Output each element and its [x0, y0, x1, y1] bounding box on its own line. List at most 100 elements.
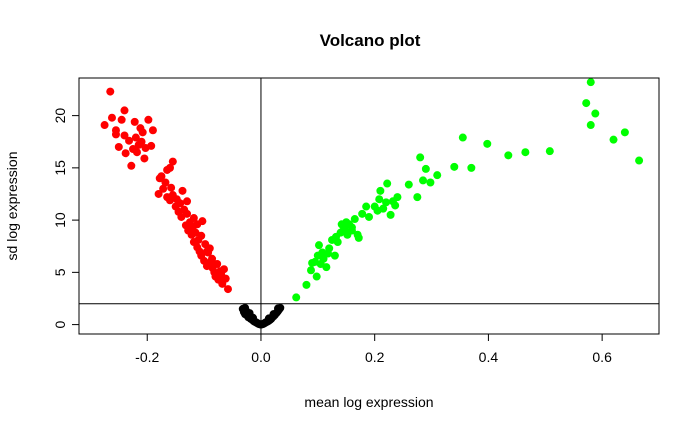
data-point [375, 195, 384, 204]
y-tick-label: 0 [52, 320, 68, 328]
y-axis: 0 5 10 15 20 [52, 108, 80, 328]
data-point [106, 87, 115, 96]
points-layer [100, 78, 644, 329]
data-point [111, 126, 120, 135]
data-point [163, 193, 172, 202]
data-point [241, 303, 250, 312]
data-point [183, 197, 192, 206]
data-point [307, 266, 315, 275]
data-point [362, 202, 371, 211]
data-point [168, 157, 177, 166]
data-point [202, 247, 211, 256]
data-point [319, 254, 328, 263]
data-point [450, 162, 459, 171]
data-point [178, 186, 187, 195]
data-point [223, 285, 232, 294]
data-point [419, 176, 428, 185]
data-point [155, 174, 164, 183]
data-point [197, 231, 206, 240]
y-axis-label: sd log expression [4, 152, 20, 261]
data-point [337, 220, 346, 229]
data-point [131, 133, 140, 142]
data-point [433, 171, 442, 180]
data-point [107, 113, 116, 122]
data-point [635, 156, 644, 165]
x-axis: -0.2 0.0 0.2 0.4 0.6 [135, 333, 612, 365]
data-point [140, 154, 149, 163]
reference-lines [79, 78, 659, 334]
x-tick-label: 0.2 [365, 349, 385, 365]
data-point [148, 126, 157, 135]
data-point [586, 78, 595, 87]
data-point [620, 128, 629, 137]
data-point [393, 193, 402, 202]
data-point [421, 164, 430, 173]
data-point [117, 115, 126, 124]
data-point [165, 163, 174, 172]
data-point [413, 193, 422, 202]
data-point [521, 148, 530, 157]
x-tick-label: -0.2 [135, 349, 159, 365]
data-point [330, 251, 339, 260]
data-point [483, 139, 492, 148]
data-point [318, 248, 327, 257]
data-point [609, 135, 618, 144]
data-point [213, 259, 222, 268]
data-point [582, 99, 591, 108]
data-point [391, 201, 400, 210]
data-point [147, 141, 156, 150]
data-point [426, 178, 435, 187]
data-point [308, 258, 317, 267]
data-point [386, 210, 395, 219]
data-point [161, 178, 170, 187]
data-point [591, 109, 600, 118]
data-point [365, 212, 373, 221]
data-point [183, 209, 192, 218]
data-point [120, 106, 129, 115]
data-point [121, 149, 130, 158]
y-tick-label: 20 [52, 108, 68, 124]
data-point [382, 198, 391, 207]
data-point [120, 131, 129, 140]
data-point [376, 186, 385, 195]
data-point [467, 163, 476, 172]
data-point [129, 145, 138, 154]
data-point [586, 121, 595, 130]
data-point [144, 115, 153, 124]
data-point [269, 310, 278, 319]
data-point [114, 142, 123, 151]
data-point [154, 189, 163, 198]
data-point [416, 153, 425, 162]
data-point [325, 244, 334, 253]
data-point [383, 179, 392, 188]
data-point [350, 215, 359, 224]
y-tick-label: 10 [52, 212, 68, 228]
data-point [314, 241, 323, 250]
data-point [208, 254, 217, 263]
y-tick-label: 5 [52, 268, 68, 276]
y-tick-label: 15 [52, 160, 68, 176]
data-point [504, 151, 513, 160]
data-point [127, 161, 136, 170]
x-tick-label: 0.6 [592, 349, 612, 365]
x-tick-label: 0.4 [479, 349, 499, 365]
data-point [130, 117, 139, 126]
data-point [358, 209, 367, 218]
data-point [458, 133, 467, 142]
data-point [354, 233, 363, 242]
data-point [347, 226, 356, 235]
data-point [138, 128, 147, 137]
data-point [220, 265, 228, 274]
data-point [137, 137, 146, 146]
data-point [322, 263, 331, 272]
data-point [545, 147, 554, 156]
data-point [159, 184, 168, 193]
data-point [167, 183, 176, 192]
data-point [100, 121, 109, 130]
data-point [292, 293, 301, 302]
chart-title: Volcano plot [320, 31, 421, 50]
data-point [176, 199, 185, 208]
data-point [274, 304, 283, 313]
data-point [221, 274, 230, 283]
